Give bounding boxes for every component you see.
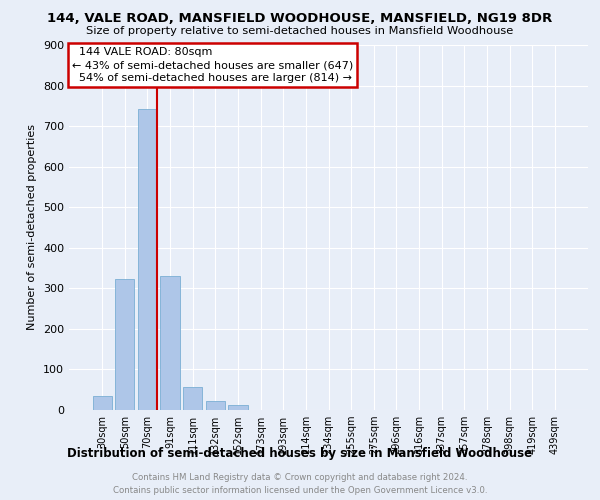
Text: 144 VALE ROAD: 80sqm
← 43% of semi-detached houses are smaller (647)
  54% of se: 144 VALE ROAD: 80sqm ← 43% of semi-detac… bbox=[71, 47, 353, 83]
Bar bbox=[92, 396, 112, 410]
Bar bbox=[206, 401, 225, 410]
Text: Contains HM Land Registry data © Crown copyright and database right 2024.: Contains HM Land Registry data © Crown c… bbox=[132, 472, 468, 482]
Bar bbox=[160, 276, 180, 410]
Text: Contains public sector information licensed under the Open Government Licence v3: Contains public sector information licen… bbox=[113, 486, 487, 495]
Bar bbox=[115, 280, 134, 410]
Y-axis label: Number of semi-detached properties: Number of semi-detached properties bbox=[28, 124, 37, 330]
Text: 144, VALE ROAD, MANSFIELD WOODHOUSE, MANSFIELD, NG19 8DR: 144, VALE ROAD, MANSFIELD WOODHOUSE, MAN… bbox=[47, 12, 553, 26]
Bar bbox=[183, 387, 202, 410]
Text: Size of property relative to semi-detached houses in Mansfield Woodhouse: Size of property relative to semi-detach… bbox=[86, 26, 514, 36]
Bar bbox=[138, 108, 157, 410]
Bar bbox=[229, 404, 248, 410]
Text: Distribution of semi-detached houses by size in Mansfield Woodhouse: Distribution of semi-detached houses by … bbox=[67, 448, 533, 460]
